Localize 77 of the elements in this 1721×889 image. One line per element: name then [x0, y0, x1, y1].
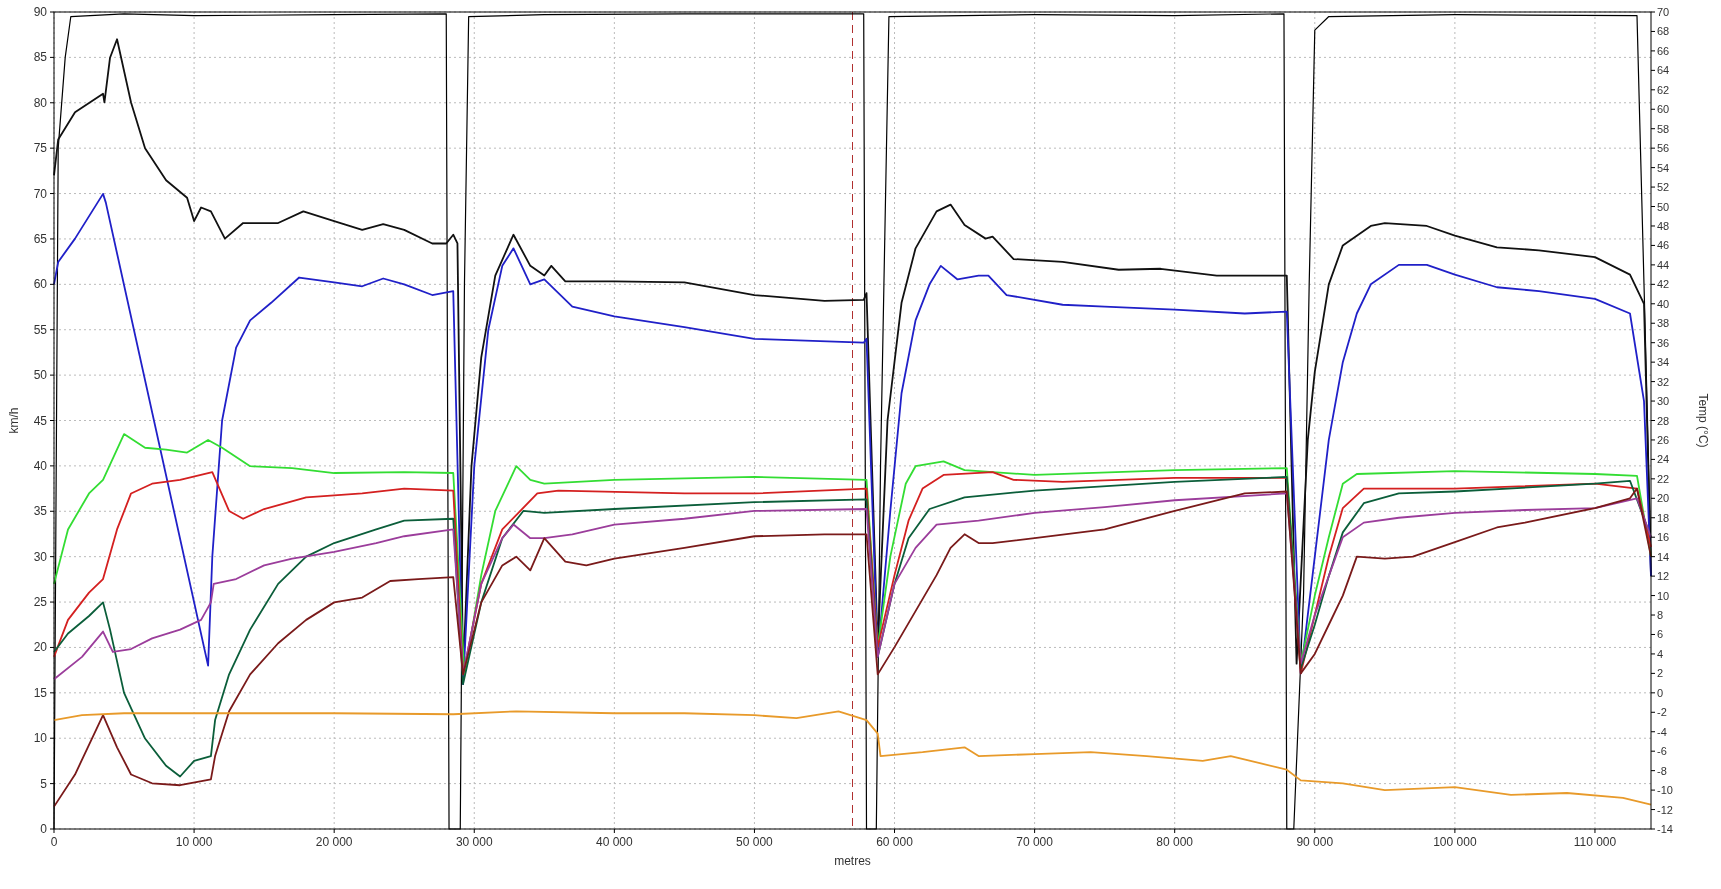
x-axis-title: metres — [834, 854, 871, 868]
y2-tick-label: 38 — [1657, 317, 1670, 330]
y2-tick-label: 8 — [1657, 609, 1664, 622]
x-tick-label: 50 000 — [736, 835, 774, 849]
y2-tick-label: 50 — [1657, 200, 1670, 213]
y2-tick-label: 62 — [1657, 83, 1670, 96]
y-axis-title: km/h — [7, 407, 21, 434]
y2-tick-label: 24 — [1657, 453, 1670, 466]
y2-tick-label: 18 — [1657, 511, 1670, 524]
x-tick-label: 20 000 — [315, 835, 353, 849]
y-tick-label: 70 — [33, 186, 48, 201]
y2-tick-label: 56 — [1657, 142, 1670, 155]
y2-tick-label: 40 — [1657, 297, 1670, 310]
y-tick-label: 15 — [33, 685, 48, 700]
x-tick-label: 40 000 — [596, 835, 634, 849]
y2-tick-label: 68 — [1657, 25, 1670, 38]
y2-tick-label: 26 — [1657, 433, 1670, 446]
y2-tick-label: 22 — [1657, 472, 1670, 485]
y2-tick-label: 64 — [1657, 64, 1670, 77]
x-tick-label: 90 000 — [1296, 835, 1334, 849]
x-tick-label: 80 000 — [1156, 835, 1194, 849]
y2-tick-label: 60 — [1657, 103, 1670, 116]
x-tick-label: 0 — [50, 835, 58, 849]
y2-tick-label: 12 — [1657, 570, 1670, 583]
y2-tick-label: -6 — [1657, 745, 1667, 758]
y-tick-label: 60 — [33, 277, 48, 292]
y2-tick-label: -4 — [1657, 725, 1667, 738]
y2-tick-label: 10 — [1657, 589, 1670, 602]
y2-tick-label: 32 — [1657, 375, 1670, 388]
y-tick-label: 25 — [33, 595, 48, 610]
y-tick-label: 65 — [33, 231, 48, 246]
y-tick-label: 75 — [33, 141, 48, 156]
y2-tick-label: 70 — [1657, 6, 1670, 18]
y-tick-label: 0 — [40, 822, 48, 836]
y-tick-label: 20 — [33, 640, 48, 655]
y2-tick-label: 6 — [1657, 628, 1664, 641]
y2-tick-label: 16 — [1657, 531, 1670, 544]
x-tick-label: 30 000 — [455, 835, 493, 849]
y-tick-label: 90 — [33, 5, 48, 19]
y2-tick-label: -10 — [1657, 784, 1673, 797]
y2-tick-label: 44 — [1657, 258, 1670, 271]
y2-tick-label: 52 — [1657, 181, 1670, 194]
y2-axis-title: Temp (°C) — [1696, 393, 1710, 448]
x-tick-label: 70 000 — [1016, 835, 1054, 849]
x-tick-label: 10 000 — [175, 835, 213, 849]
x-tick-label: 110 000 — [1573, 835, 1617, 849]
y2-tick-label: 42 — [1657, 278, 1670, 291]
y2-tick-label: 28 — [1657, 414, 1670, 427]
y2-tick-label: 46 — [1657, 239, 1670, 252]
y2-tick-label: 4 — [1657, 647, 1664, 660]
y-tick-label: 80 — [33, 95, 48, 110]
y2-tick-label: 54 — [1657, 161, 1670, 174]
y2-tick-label: -14 — [1657, 823, 1673, 835]
y-tick-label: 85 — [33, 50, 48, 65]
y-tick-label: 30 — [33, 549, 48, 564]
x-tick-label: 60 000 — [876, 835, 914, 849]
y-tick-label: 40 — [33, 458, 48, 473]
y2-tick-label: 36 — [1657, 336, 1670, 349]
x-tick-label: 100 000 — [1433, 835, 1477, 849]
y-tick-label: 50 — [33, 368, 48, 383]
y2-tick-label: 58 — [1657, 122, 1670, 135]
y2-tick-label: -8 — [1657, 764, 1667, 777]
y2-tick-label: 48 — [1657, 219, 1670, 232]
y-tick-label: 35 — [33, 504, 48, 519]
y2-tick-label: -12 — [1657, 803, 1673, 816]
y2-tick-label: 30 — [1657, 395, 1670, 408]
y-tick-label: 10 — [33, 731, 48, 746]
y2-tick-label: 0 — [1657, 686, 1664, 699]
y-tick-label: 55 — [33, 322, 48, 337]
y-tick-label: 5 — [40, 776, 48, 791]
y2-tick-label: -2 — [1657, 706, 1667, 719]
y2-tick-label: 34 — [1657, 356, 1670, 369]
y-tick-label: 45 — [33, 413, 48, 428]
y2-tick-label: 20 — [1657, 492, 1670, 505]
y2-tick-label: 14 — [1657, 550, 1670, 563]
y2-tick-label: 66 — [1657, 44, 1670, 57]
y2-tick-label: 2 — [1657, 667, 1664, 680]
